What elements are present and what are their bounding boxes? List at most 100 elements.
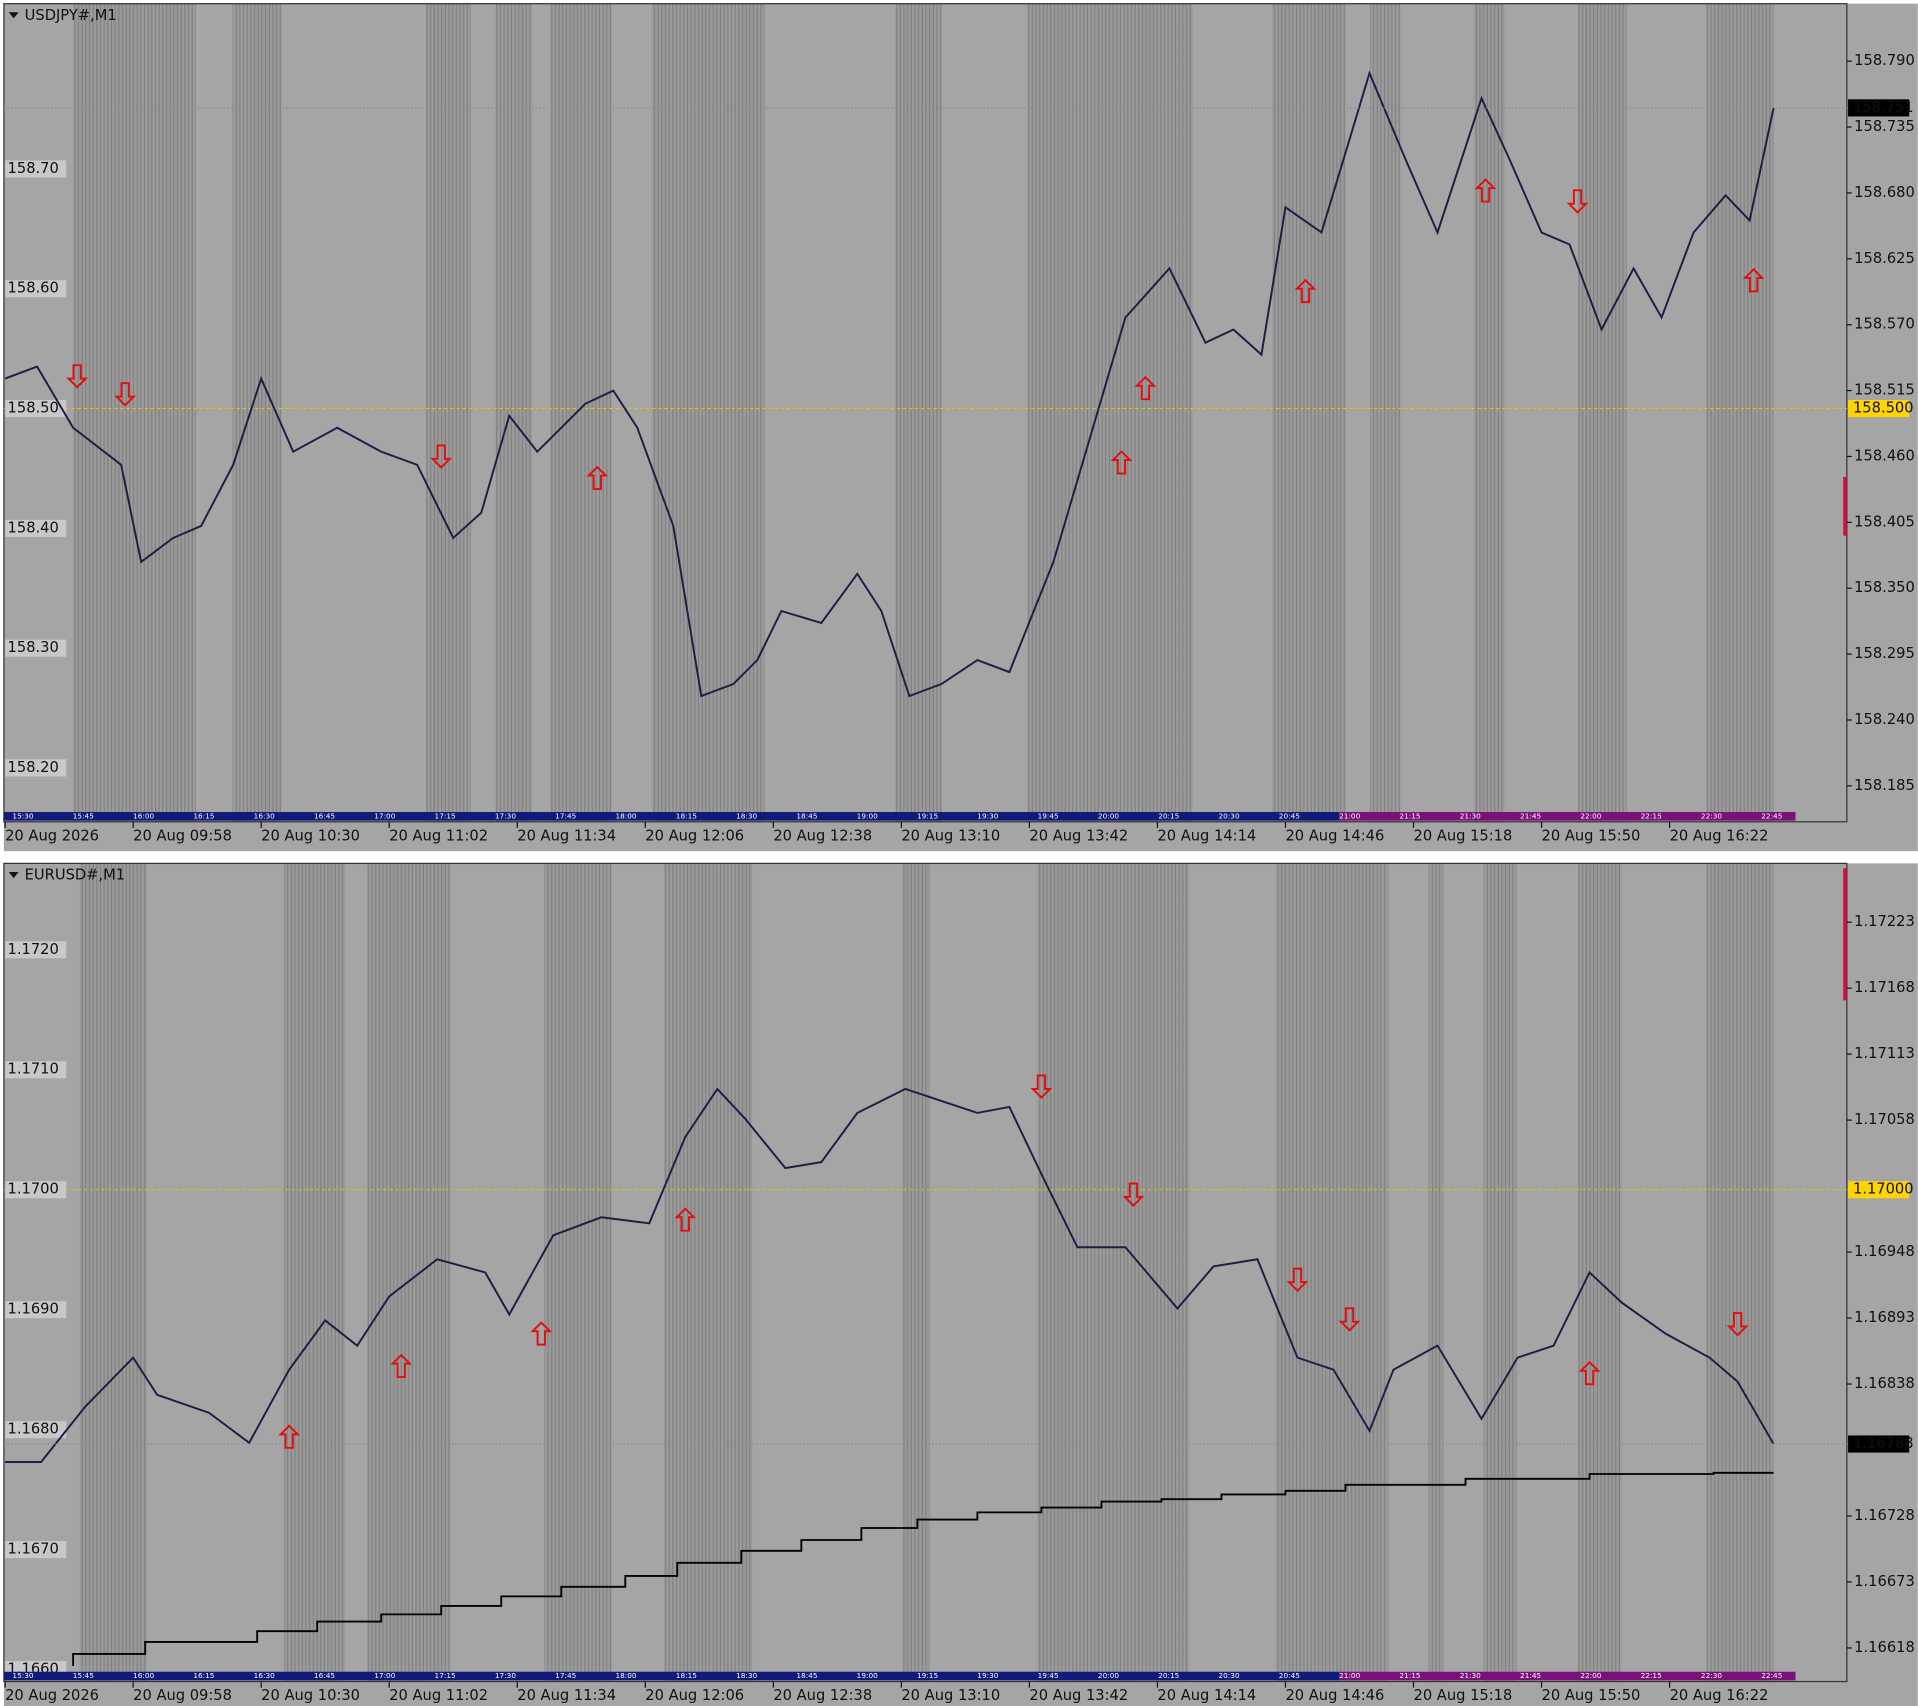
left-tag-box bbox=[5, 1301, 67, 1319]
left-tick-label: 158.60 bbox=[8, 280, 59, 297]
signal-down-arrow bbox=[1726, 1312, 1749, 1337]
level-label: 1.17000 bbox=[1853, 1181, 1914, 1198]
signal-up-arrow bbox=[1474, 178, 1497, 203]
session-shade bbox=[1577, 863, 1622, 1682]
x-tick-label: 20 Aug 14:14 bbox=[1157, 1687, 1256, 1704]
session-bar bbox=[3, 812, 1340, 821]
price-line bbox=[4, 70, 1775, 698]
session-label: 17:15 bbox=[435, 811, 456, 820]
session-label: 17:30 bbox=[495, 811, 516, 820]
session-label: 20:30 bbox=[1219, 1671, 1240, 1680]
y-tick-label: 1.16838 bbox=[1854, 1375, 1915, 1392]
signal-up-arrow bbox=[1294, 278, 1317, 304]
session-shade bbox=[1275, 863, 1389, 1682]
y-tick-label: 158.405 bbox=[1854, 513, 1915, 530]
x-tick-label: 20 Aug 11:02 bbox=[389, 827, 488, 844]
left-tick-label: 1.1720 bbox=[8, 941, 59, 958]
collapse-icon bbox=[8, 871, 19, 879]
volume-marker bbox=[1843, 476, 1847, 536]
x-tick-label: 20 Aug 2026 bbox=[5, 1687, 99, 1704]
x-tick-label: 20 Aug 11:34 bbox=[517, 827, 616, 844]
session-label: 17:45 bbox=[555, 811, 576, 820]
left-tag-box bbox=[5, 519, 67, 537]
signal-up-arrow bbox=[1578, 1360, 1601, 1386]
y-tick-label: 1.16728 bbox=[1854, 1507, 1915, 1524]
session-shade bbox=[550, 3, 612, 822]
signal-down-arrow bbox=[430, 444, 453, 469]
session-shade bbox=[1027, 3, 1193, 822]
session-label: 20:30 bbox=[1219, 811, 1240, 820]
session-shade bbox=[1577, 3, 1627, 822]
y-tick-label: 158.680 bbox=[1854, 184, 1915, 201]
y-tick-label: 1.17058 bbox=[1854, 1111, 1915, 1128]
session-label: 18:45 bbox=[796, 1671, 817, 1680]
left-tick-label: 1.1710 bbox=[8, 1061, 59, 1078]
session-shade bbox=[79, 863, 147, 1682]
session-label: 17:30 bbox=[495, 1671, 516, 1680]
y-tick-label: 158.790 bbox=[1854, 52, 1915, 69]
session-shade bbox=[232, 3, 282, 822]
signal-down-arrow bbox=[1030, 1074, 1053, 1099]
session-label: 19:15 bbox=[917, 1671, 938, 1680]
x-tick-label: 20 Aug 15:50 bbox=[1542, 827, 1641, 844]
session-shade bbox=[544, 863, 612, 1682]
session-label: 18:15 bbox=[676, 811, 697, 820]
left-tag-box bbox=[5, 1421, 67, 1439]
left-tick-label: 158.20 bbox=[8, 759, 59, 776]
session-label: 21:15 bbox=[1399, 811, 1420, 820]
session-bar bbox=[1339, 812, 1796, 821]
price-line bbox=[5, 1087, 1775, 1463]
signal-up-arrow bbox=[674, 1207, 697, 1232]
x-tick-label: 20 Aug 15:18 bbox=[1414, 827, 1513, 844]
x-tick-label: 20 Aug 12:06 bbox=[645, 827, 744, 844]
session-shade bbox=[495, 3, 533, 822]
session-label: 22:00 bbox=[1580, 811, 1601, 820]
session-shade bbox=[425, 3, 472, 822]
session-label: 15:45 bbox=[73, 1671, 94, 1680]
x-tick-label: 20 Aug 12:38 bbox=[773, 827, 872, 844]
session-label: 18:45 bbox=[796, 811, 817, 820]
y-tick-label: 158.350 bbox=[1854, 579, 1915, 596]
session-label: 16:00 bbox=[133, 1671, 154, 1680]
x-tick-label: 20 Aug 16:22 bbox=[1670, 1687, 1769, 1704]
left-tick-label: 158.50 bbox=[8, 400, 59, 417]
left-tag-box bbox=[5, 1181, 67, 1199]
session-label: 20:45 bbox=[1279, 1671, 1300, 1680]
x-tick-label: 20 Aug 16:22 bbox=[1670, 827, 1769, 844]
session-shade bbox=[1706, 863, 1774, 1682]
current-price-tag bbox=[1848, 1435, 1910, 1453]
session-label: 19:00 bbox=[857, 1671, 878, 1680]
current-price-tag bbox=[1848, 99, 1910, 117]
y-tick-label: 1.17223 bbox=[1854, 913, 1915, 930]
signal-down-arrow bbox=[66, 364, 89, 389]
signal-up-arrow bbox=[1110, 450, 1133, 475]
y-tick-label: 158.240 bbox=[1854, 711, 1915, 728]
y-tick-label: 1.16618 bbox=[1854, 1639, 1915, 1656]
left-tag-box bbox=[5, 639, 67, 657]
y-tick-label: 158.735 bbox=[1854, 118, 1915, 135]
session-shade bbox=[283, 863, 346, 1682]
session-label: 16:45 bbox=[314, 1671, 335, 1680]
x-tick-label: 20 Aug 14:46 bbox=[1285, 1687, 1384, 1704]
session-shade bbox=[902, 863, 930, 1682]
session-label: 22:45 bbox=[1761, 811, 1782, 820]
y-tick-label: 158.570 bbox=[1854, 316, 1915, 333]
current-price-label: 1.16788 bbox=[1853, 1435, 1914, 1452]
session-shade bbox=[1706, 3, 1774, 822]
session-bar bbox=[3, 1671, 1340, 1681]
signal-down-arrow bbox=[1338, 1307, 1361, 1332]
indicator-line bbox=[72, 1471, 1774, 1666]
session-label: 22:30 bbox=[1701, 1671, 1722, 1680]
session-label: 16:15 bbox=[193, 1671, 214, 1680]
signal-down-arrow bbox=[1566, 189, 1589, 214]
session-shade bbox=[367, 863, 451, 1682]
x-tick-label: 20 Aug 2026 bbox=[5, 827, 99, 844]
level-tag bbox=[1848, 1181, 1910, 1199]
session-label: 15:30 bbox=[12, 811, 33, 820]
session-shade bbox=[652, 3, 765, 822]
symbol-label: EURUSD#,M1 bbox=[25, 867, 125, 884]
session-label: 18:00 bbox=[615, 811, 636, 820]
session-shade bbox=[664, 863, 753, 1682]
session-shade bbox=[1037, 863, 1189, 1682]
